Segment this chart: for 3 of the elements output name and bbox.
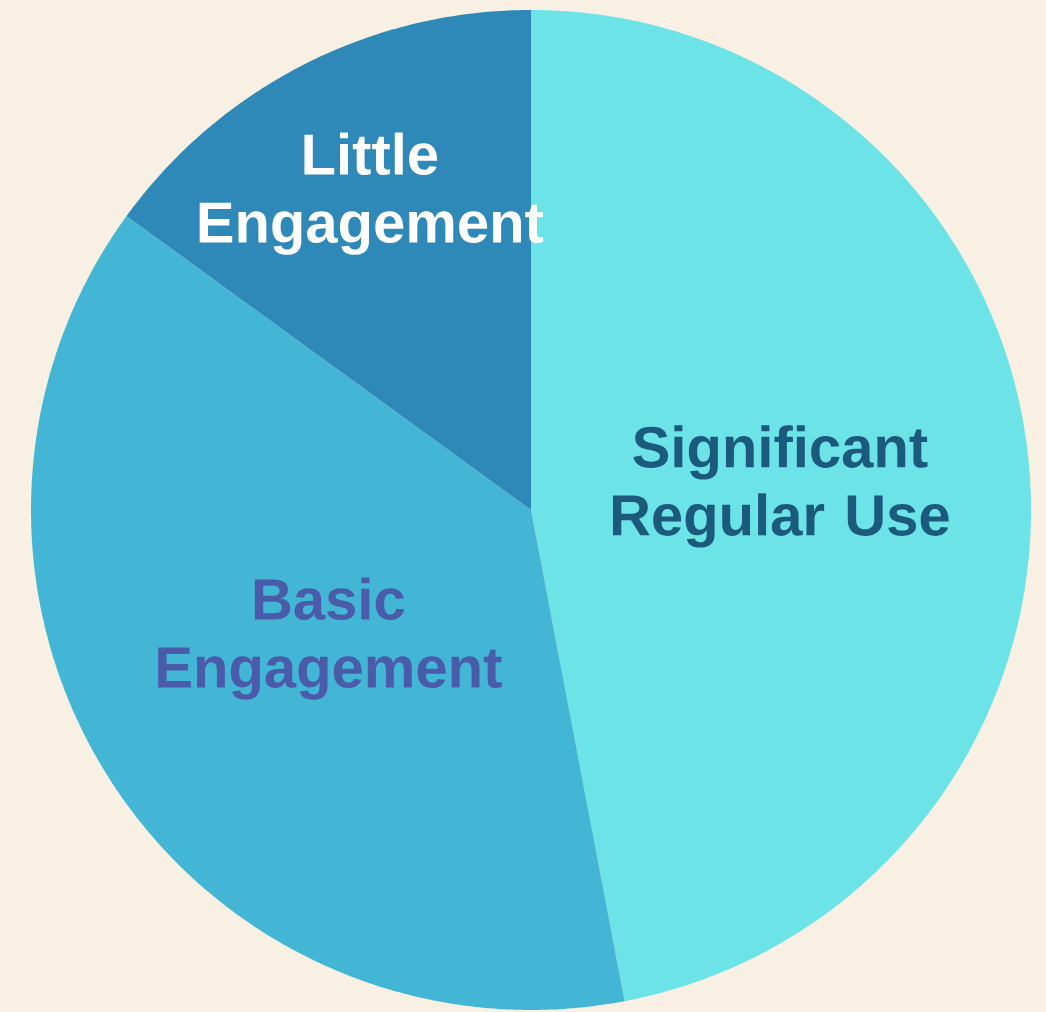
slice-label: Little Engagement <box>199 132 544 255</box>
slice-label: Basic Engagement <box>158 577 502 700</box>
slice-label: Significant Regular Use <box>612 425 949 548</box>
